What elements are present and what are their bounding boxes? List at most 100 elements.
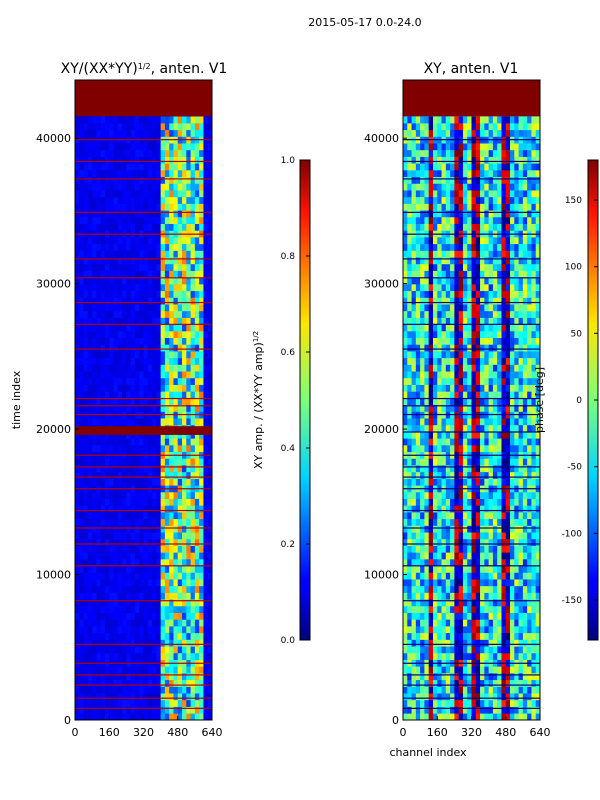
amp-cell — [147, 203, 153, 211]
amp-cell — [194, 478, 200, 486]
amp-cell — [139, 491, 144, 499]
ph-cell — [467, 592, 472, 600]
amp-cell — [152, 351, 157, 359]
amp-cell — [199, 149, 204, 157]
amp-cell — [122, 377, 127, 385]
amp-cell — [186, 612, 191, 620]
amp-cell — [147, 163, 153, 171]
amp-cell — [194, 250, 200, 258]
ph-cell — [492, 652, 498, 660]
ph-cell — [471, 579, 477, 587]
ph-cell — [510, 585, 515, 593]
amp-cell — [104, 243, 110, 251]
ph-cell — [462, 532, 468, 540]
ph-cell — [501, 337, 507, 345]
amp-cell — [207, 585, 213, 593]
amp-cell — [139, 686, 144, 694]
ph-cell — [518, 585, 524, 593]
ph-cell — [424, 579, 429, 587]
ph-cell — [480, 398, 485, 406]
amp-cell — [130, 284, 136, 292]
ph-cell — [471, 364, 477, 372]
amp-cell — [164, 458, 170, 466]
amp-cell — [177, 170, 183, 178]
ph-cell — [531, 478, 537, 486]
ph-cell — [415, 398, 421, 406]
amp-cell — [139, 605, 144, 613]
amp-cell — [130, 471, 136, 479]
amp-cell — [83, 639, 89, 647]
amp-cell — [152, 545, 157, 553]
amp-cell — [122, 384, 127, 392]
amp-cell — [134, 377, 140, 385]
amp-cell — [126, 693, 131, 701]
ph-cell — [505, 565, 511, 573]
ph-cell — [467, 626, 472, 634]
amp-cell — [139, 250, 144, 258]
ph-cell — [432, 364, 438, 372]
amp-cell — [134, 304, 140, 312]
amp-cell — [199, 639, 204, 647]
amp-cell — [177, 693, 183, 701]
amp-cell — [87, 679, 93, 687]
amp-cell — [100, 538, 106, 546]
ph-cell — [492, 337, 498, 345]
amp-cell — [92, 371, 97, 379]
amp-cell — [100, 632, 106, 640]
amp-cell — [96, 545, 101, 553]
amp-cell — [75, 565, 80, 573]
amp-cell — [96, 652, 101, 660]
amp-saturated-band — [75, 426, 212, 435]
amp-cell — [190, 404, 196, 412]
amp-cell — [130, 310, 136, 318]
amp-cell — [207, 619, 213, 627]
amp-cell — [173, 176, 179, 184]
amp-cell — [182, 156, 187, 164]
amp-cell — [139, 559, 144, 567]
amp-cell — [143, 458, 149, 466]
ph-cell — [407, 666, 412, 674]
amp-flag-row — [75, 488, 212, 490]
ph-cell — [471, 465, 477, 473]
amp-cell — [87, 652, 93, 660]
amp-cell — [160, 237, 166, 245]
ph-cell — [488, 652, 494, 660]
ph-cell — [458, 471, 464, 479]
ph-cell — [531, 652, 537, 660]
amp-cell — [126, 190, 131, 198]
amp-cell — [207, 310, 213, 318]
amp-cell — [126, 559, 131, 567]
amp-cell — [186, 565, 191, 573]
amp-cell — [117, 673, 123, 681]
ph-cell — [411, 505, 417, 513]
ph-cell — [403, 639, 408, 647]
amp-cell — [177, 243, 183, 251]
amp-cell — [147, 351, 153, 359]
amp-cell — [194, 377, 200, 385]
amp-cell — [203, 371, 209, 379]
amp-cell — [164, 257, 170, 265]
amp-cell — [122, 404, 127, 412]
amp-cell — [134, 391, 140, 399]
ph-cell — [475, 646, 481, 654]
amp-cell — [87, 632, 93, 640]
ph-cell — [462, 512, 468, 520]
amp-cell — [139, 706, 144, 714]
amp-cell — [96, 176, 101, 184]
amp-cell — [169, 559, 174, 567]
ph-cell — [531, 512, 537, 520]
amp-flag-row — [75, 413, 212, 416]
ph-cell — [527, 344, 532, 352]
amp-cell — [182, 391, 187, 399]
amp-cell — [194, 706, 200, 714]
ph-cell — [454, 512, 459, 520]
ph-cell — [527, 706, 532, 714]
ph-cell — [522, 699, 528, 707]
amp-cell — [83, 377, 89, 385]
amp-cell — [130, 666, 136, 674]
ph-cell — [480, 525, 485, 533]
ph-cell — [505, 592, 511, 600]
ph-cell — [518, 686, 524, 694]
ph-cell — [505, 545, 511, 553]
ph-cell — [501, 525, 507, 533]
